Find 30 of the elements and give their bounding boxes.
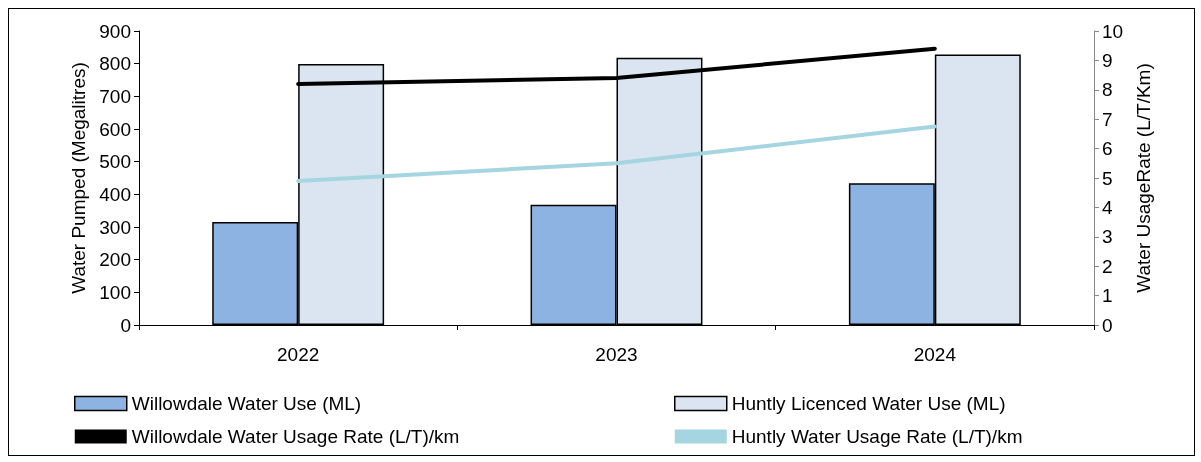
- x-tick-label: 2022: [277, 344, 320, 365]
- legend-label: Willowdale Water Use (ML): [131, 393, 362, 414]
- y2-tick-label: 0: [1102, 314, 1113, 336]
- y-tick-label: 500: [99, 151, 131, 173]
- y2-tick-label: 3: [1102, 226, 1113, 248]
- y-axis-title: Water Pumped (Megalitres): [68, 62, 90, 294]
- legend-label: Huntly Licenced Water Use (ML): [731, 393, 1006, 414]
- y-tick-label: 100: [99, 281, 131, 303]
- y-tick-label: 400: [99, 183, 131, 205]
- y-tick-label: 800: [99, 53, 131, 75]
- legend-label: Huntly Water Usage Rate (L/T)/km: [731, 426, 1023, 447]
- y2-tick-label: 2: [1102, 255, 1113, 277]
- y2-tick-label: 10: [1102, 20, 1124, 42]
- y-tick-label: 900: [99, 20, 131, 42]
- y-tick-label: 600: [99, 118, 131, 140]
- y2-tick-label: 9: [1102, 49, 1113, 71]
- y2-tick-label: 6: [1102, 138, 1113, 160]
- y2-tick-label: 1: [1102, 285, 1113, 307]
- x-tick-label: 2024: [913, 344, 957, 365]
- y-tick-label: 300: [99, 216, 131, 238]
- y2-tick-label: 7: [1102, 108, 1113, 130]
- x-tick-label: 2023: [595, 344, 638, 365]
- y-tick-label: 700: [99, 85, 131, 107]
- y2-axis-title: Water UsageRate (L/T/Km): [1133, 63, 1155, 293]
- y2-tick-label: 8: [1102, 79, 1113, 101]
- y-tick-label: 200: [99, 249, 131, 271]
- y2-tick-label: 4: [1102, 196, 1113, 218]
- y-tick-label: 0: [120, 314, 131, 336]
- y2-tick-label: 5: [1102, 167, 1113, 189]
- legend-label: Willowdale Water Usage Rate (L/T)/km: [131, 426, 460, 447]
